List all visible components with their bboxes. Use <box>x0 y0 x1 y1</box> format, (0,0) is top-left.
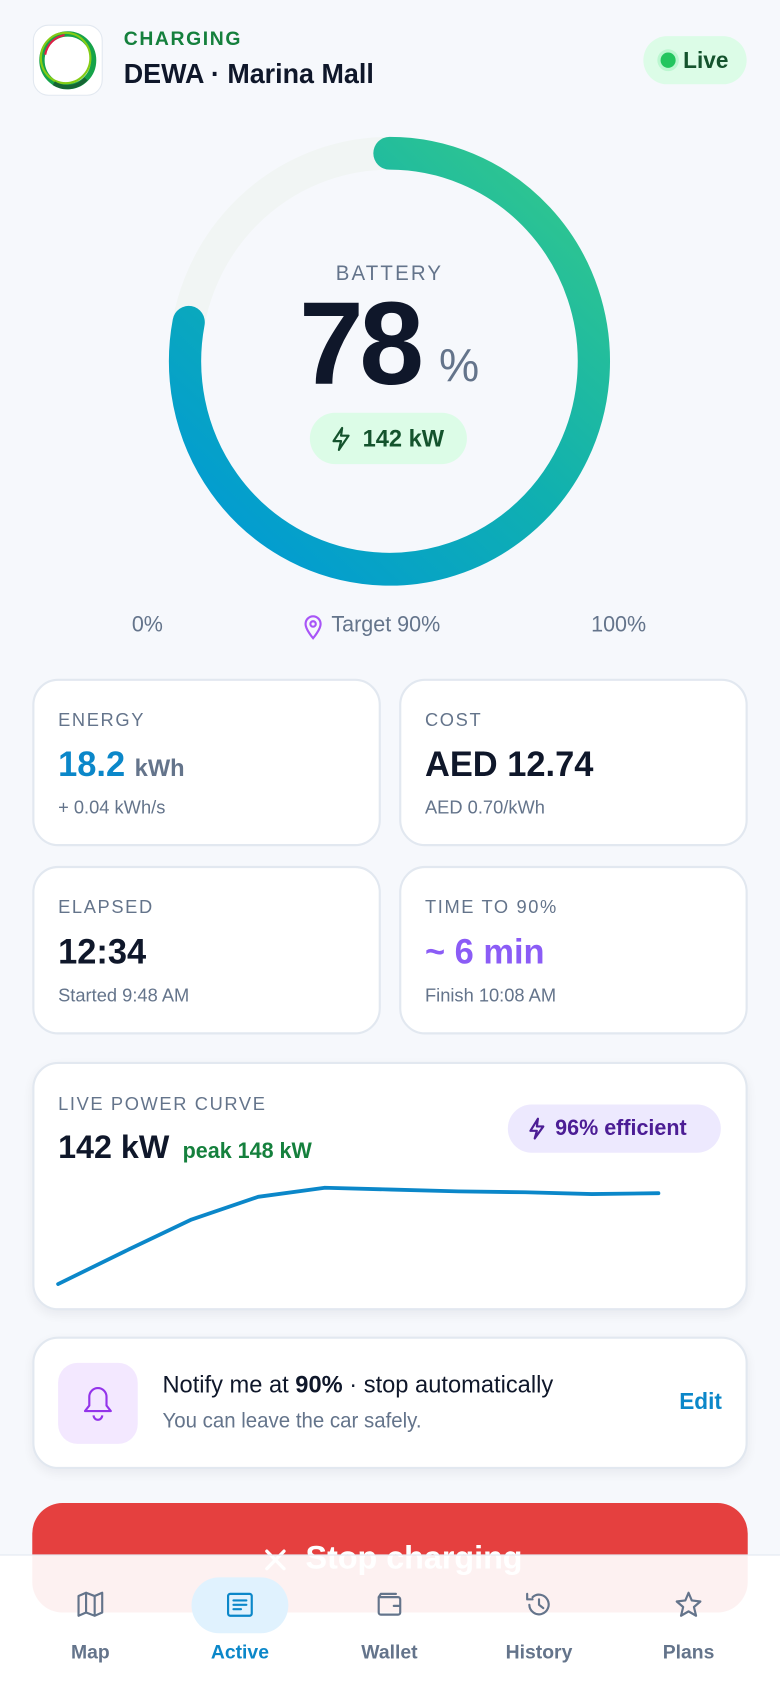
tab-label: Plans <box>662 1640 715 1663</box>
live-dot <box>660 52 676 68</box>
live-pill: Live <box>643 36 747 85</box>
power-line <box>56 1185 661 1286</box>
battery-unit: % <box>438 339 480 391</box>
power-chart <box>56 1185 661 1286</box>
card-label: ENERGY <box>58 709 146 731</box>
station-name: DEWA · Marina Mall <box>123 59 374 90</box>
eta-card: TIME TO 90% ~ 6 min Finish 10:08 AM <box>399 865 748 1035</box>
icon-path <box>227 1592 253 1617</box>
notify-suffix: · stop automatically <box>342 1370 554 1398</box>
live-label: Live <box>683 48 729 74</box>
card-value: AED 12.74 <box>424 744 594 784</box>
tab-icon <box>77 1591 104 1617</box>
pin-icon <box>304 615 322 640</box>
notify-text: Notify me at 90% · stop automatically <box>162 1371 553 1399</box>
notify-percent: 90% <box>295 1370 343 1398</box>
ring-progress <box>168 136 610 586</box>
efficiency-pill: 96% efficient <box>507 1104 721 1153</box>
power-value: 142 kW <box>362 424 445 453</box>
notify-prefix: Notify me at <box>162 1370 296 1398</box>
curve-current: 142 kW peak 148 kW <box>58 1130 312 1167</box>
tab-label: History <box>505 1640 573 1663</box>
card-sub: Finish 10:08 AM <box>424 985 557 1007</box>
edit-button[interactable]: Edit <box>679 1389 722 1415</box>
card-sub: AED 0.70/kWh <box>424 796 545 818</box>
card-label: ELAPSED <box>58 896 154 918</box>
bell-box <box>58 1362 138 1444</box>
logo <box>32 24 103 96</box>
tab-icon <box>377 1592 402 1616</box>
power-card: LIVE POWER CURVE 142 kW peak 148 kW 96% … <box>32 1061 748 1311</box>
tab-bar: Map Active Wallet History Plans <box>0 1554 780 1689</box>
tab-icon <box>675 1591 702 1617</box>
bolt-icon <box>332 426 350 452</box>
icon-path <box>526 1592 550 1616</box>
icon-path <box>675 1591 702 1617</box>
tab-label: Wallet <box>361 1640 418 1663</box>
energy-value: 18.2 <box>58 744 126 784</box>
bolt-icon <box>529 1117 545 1140</box>
scale-target: Target 90% <box>331 613 441 638</box>
battery-percent: 78 <box>299 276 424 410</box>
card-sub: + 0.04 kWh/s <box>58 796 166 818</box>
battery-label: BATTERY <box>335 262 444 286</box>
current-power: 142 kW <box>58 1129 170 1166</box>
bell-icon <box>83 1386 112 1421</box>
peak-power: peak 148 kW <box>182 1139 312 1164</box>
card-label: COST <box>424 709 483 731</box>
energy-card: ENERGY 18.2 kWh + 0.04 kWh/s <box>32 678 381 847</box>
elapsed-card: ELAPSED 12:34 Started 9:48 AM <box>32 865 381 1035</box>
power-pill: 142 kW <box>309 412 467 465</box>
card-value: ~ 6 min <box>424 931 545 971</box>
card-sub: Started 9:48 AM <box>58 985 190 1007</box>
scale-min: 0% <box>131 613 163 638</box>
energy-unit: kWh <box>134 754 185 782</box>
scale-max: 100% <box>591 613 647 638</box>
tab-label: Active <box>210 1640 269 1663</box>
tab-icon <box>526 1592 550 1616</box>
cost-card: COST AED 12.74 AED 0.70/kWh <box>399 678 748 847</box>
status: CHARGING <box>123 27 243 50</box>
icon-path <box>77 1591 104 1617</box>
efficiency: 96% efficient <box>555 1116 687 1141</box>
curve-label: LIVE POWER CURVE <box>58 1093 267 1115</box>
card-value: 18.2 kWh <box>58 744 185 785</box>
tab-label: Map <box>71 1640 110 1663</box>
battery-ring <box>168 136 611 586</box>
icon-path <box>377 1592 402 1616</box>
notify-sub: You can leave the car safely. <box>162 1409 422 1433</box>
notify-card: Notify me at 90% · stop automatically Yo… <box>32 1336 748 1470</box>
card-label: TIME TO 90% <box>424 896 558 918</box>
card-value: 12:34 <box>58 931 147 971</box>
tab-icon <box>227 1592 253 1617</box>
